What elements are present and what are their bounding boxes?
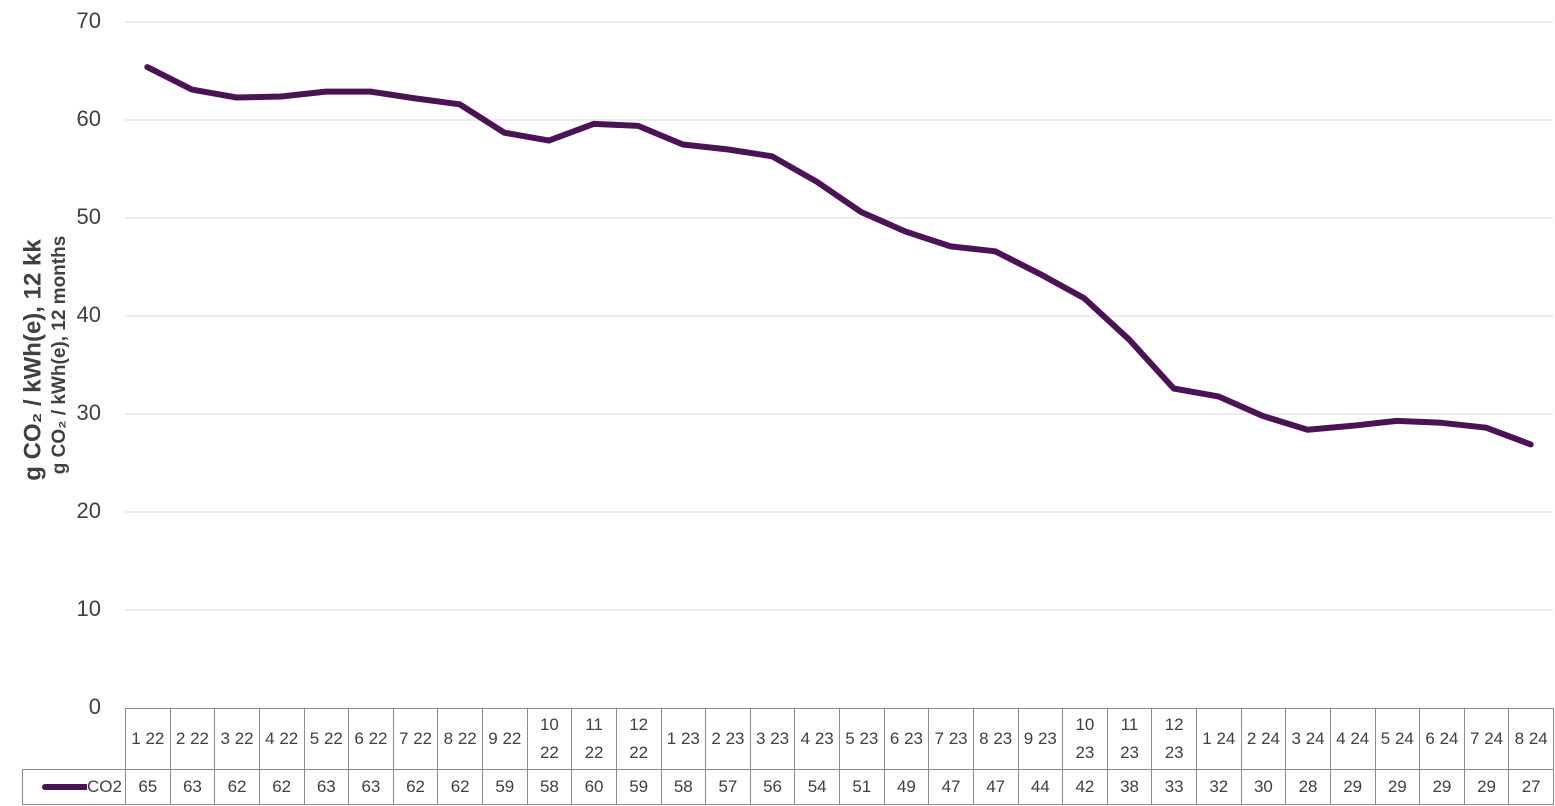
data-label: 27 bbox=[1508, 769, 1554, 805]
data-label: 56 bbox=[749, 769, 796, 805]
x-tick-label: 4 23 bbox=[794, 708, 840, 770]
y-tick-label: 20 bbox=[77, 498, 101, 523]
x-tick-label: 10 22 bbox=[526, 708, 573, 770]
line bbox=[144, 64, 1534, 448]
legend-entry: CO2 bbox=[22, 769, 126, 805]
x-tick-label: 8 24 bbox=[1508, 708, 1554, 770]
x-tick-label: 6 22 bbox=[348, 708, 394, 770]
x-tick-label: 5 23 bbox=[839, 708, 885, 770]
x-tick-label: 2 24 bbox=[1240, 708, 1287, 770]
x-tick-label: 5 24 bbox=[1374, 708, 1421, 770]
data-label: 62 bbox=[258, 769, 305, 805]
data-label: 29 bbox=[1374, 769, 1421, 805]
y-tick-label: 60 bbox=[77, 106, 101, 131]
legend-label: CO2 bbox=[87, 777, 122, 796]
legend-marker bbox=[42, 784, 88, 790]
data-label: 58 bbox=[526, 769, 573, 805]
data-label: 62 bbox=[392, 769, 439, 805]
data-label: 51 bbox=[839, 769, 885, 805]
data-label: 42 bbox=[1062, 769, 1108, 805]
x-tick-label: 6 24 bbox=[1419, 708, 1465, 770]
y-tick-label: 70 bbox=[77, 8, 101, 33]
x-tick-label: 9 22 bbox=[482, 708, 528, 770]
data-label: 59 bbox=[482, 769, 528, 805]
data-label: 62 bbox=[214, 769, 260, 805]
data-label: 59 bbox=[615, 769, 662, 805]
data-label: 29 bbox=[1329, 769, 1376, 805]
y-tick-label: 10 bbox=[77, 596, 101, 621]
x-tick-label: 9 23 bbox=[1017, 708, 1064, 770]
data-label: 62 bbox=[437, 769, 483, 805]
data-label: 57 bbox=[705, 769, 751, 805]
x-tick-label: 4 24 bbox=[1329, 708, 1376, 770]
data-label: 54 bbox=[794, 769, 840, 805]
x-tick-label: 12 22 bbox=[615, 708, 662, 770]
x-tick-label: 5 22 bbox=[303, 708, 350, 770]
x-tick-label: 6 23 bbox=[883, 708, 930, 770]
y-tick-label: 0 bbox=[89, 694, 101, 719]
x-tick-label: 12 23 bbox=[1151, 708, 1197, 770]
x-tick-label: 1 23 bbox=[660, 708, 707, 770]
data-label: 65 bbox=[125, 769, 171, 805]
data-label: 47 bbox=[928, 769, 974, 805]
x-tick-label: 3 23 bbox=[749, 708, 796, 770]
x-tick-label: 7 22 bbox=[392, 708, 439, 770]
x-tick-label: 8 22 bbox=[437, 708, 483, 770]
data-label: 32 bbox=[1196, 769, 1242, 805]
data-label: 33 bbox=[1151, 769, 1197, 805]
x-tick-label: 2 23 bbox=[705, 708, 751, 770]
data-label: 63 bbox=[348, 769, 394, 805]
x-tick-label: 1 22 bbox=[125, 708, 171, 770]
data-label: 28 bbox=[1285, 769, 1331, 805]
data-label: 49 bbox=[883, 769, 930, 805]
y-tick-label: 30 bbox=[77, 400, 101, 425]
x-tick-label: 7 24 bbox=[1463, 708, 1510, 770]
y-tick-label: 50 bbox=[77, 204, 101, 229]
data-label: 44 bbox=[1017, 769, 1064, 805]
data-label: 29 bbox=[1463, 769, 1510, 805]
data-label: 47 bbox=[972, 769, 1019, 805]
data-label: 58 bbox=[660, 769, 707, 805]
y-axis-title: g CO₂ / kWh(e), 12 months bbox=[49, 236, 70, 475]
x-tick-label: 8 23 bbox=[972, 708, 1019, 770]
x-tick-label: 4 22 bbox=[258, 708, 305, 770]
data-label: 63 bbox=[303, 769, 350, 805]
data-label: 63 bbox=[169, 769, 216, 805]
x-tick-label: 3 24 bbox=[1285, 708, 1331, 770]
data-label: 30 bbox=[1240, 769, 1287, 805]
x-tick-label: 7 23 bbox=[928, 708, 974, 770]
x-tick-label: 11 23 bbox=[1106, 708, 1153, 770]
x-tick-label: 1 24 bbox=[1196, 708, 1242, 770]
x-tick-label: 2 22 bbox=[169, 708, 216, 770]
data-label: 29 bbox=[1419, 769, 1465, 805]
y-axis-title: g CO₂ / kWh(e), 12 kk bbox=[19, 239, 46, 481]
x-tick-label: 3 22 bbox=[214, 708, 260, 770]
data-label: 38 bbox=[1106, 769, 1153, 805]
y-tick-label: 40 bbox=[77, 302, 101, 327]
x-tick-label: 11 22 bbox=[571, 708, 617, 770]
x-tick-label: 10 23 bbox=[1062, 708, 1108, 770]
data-label: 60 bbox=[571, 769, 617, 805]
